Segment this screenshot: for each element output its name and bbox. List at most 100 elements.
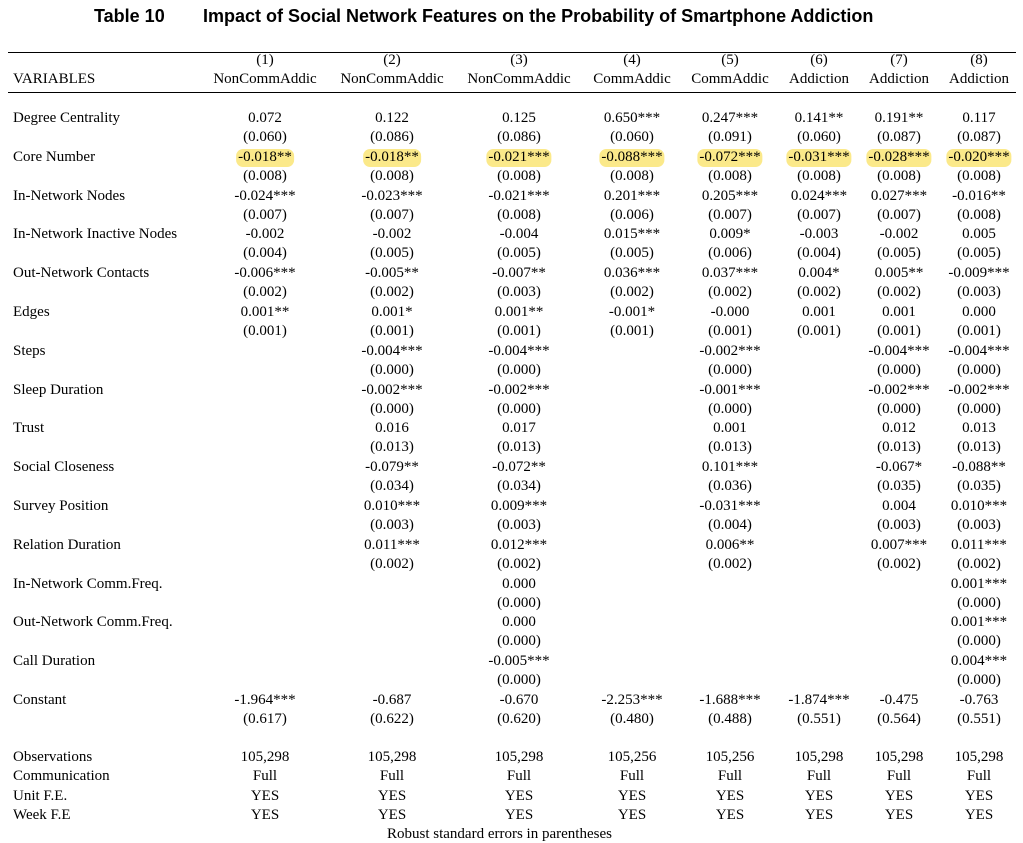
se-cell: (0.008): [497, 207, 541, 223]
coef-cell: 0.011***: [951, 537, 1007, 553]
stat-cell: YES: [250, 807, 280, 823]
coef-cell: -0.079**: [365, 459, 419, 475]
coef-cell: -0.001*: [608, 304, 656, 320]
coef-cell: 0.007***: [870, 537, 928, 553]
se-cell: (0.001): [708, 323, 752, 339]
column-number: (4): [623, 52, 641, 68]
row-label: In-Network Nodes: [13, 188, 126, 204]
se-cell: (0.035): [957, 478, 1001, 494]
se-cell: (0.564): [877, 711, 921, 727]
stat-label: Week F.E: [13, 807, 71, 823]
se-cell: (0.013): [877, 439, 921, 455]
coef-cell: 0.009*: [709, 226, 751, 242]
stat-cell: Full: [619, 768, 645, 784]
coef-cell: 0.001***: [950, 614, 1008, 630]
se-cell: (0.005): [370, 245, 414, 261]
coef-cell: 0.000: [502, 614, 536, 630]
coef-cell: 0.006**: [705, 537, 755, 553]
se-cell: (0.551): [797, 711, 841, 727]
stat-cell: YES: [504, 807, 534, 823]
se-cell: (0.005): [497, 245, 541, 261]
coef-cell: 0.017: [502, 420, 536, 436]
stat-cell: YES: [377, 788, 407, 804]
se-cell: (0.000): [957, 362, 1001, 378]
coef-cell: 0.101***: [701, 459, 759, 475]
column-header: Addiction: [789, 71, 849, 87]
se-cell: (0.005): [957, 245, 1001, 261]
coef-cell: 0.122: [375, 110, 409, 126]
coef-cell: 0.072: [248, 110, 282, 126]
variables-header: VARIABLES: [13, 71, 96, 87]
se-cell: (0.007): [370, 207, 414, 223]
coef-cell: -0.002: [245, 226, 285, 242]
column-header: Addiction: [869, 71, 929, 87]
coef-cell: -0.005***: [488, 653, 550, 669]
coef-cell: 0.005**: [874, 265, 924, 281]
se-cell: (0.617): [243, 711, 287, 727]
coef-cell: 0.010***: [950, 498, 1008, 514]
stat-cell: YES: [715, 807, 745, 823]
stat-cell: 105,256: [705, 749, 755, 765]
se-cell: (0.480): [610, 711, 654, 727]
coef-cell: -0.028***: [866, 149, 932, 167]
se-cell: (0.002): [957, 556, 1001, 572]
row-label: Survey Position: [13, 498, 109, 514]
coef-cell: -0.002: [372, 226, 412, 242]
stat-cell: Full: [252, 768, 278, 784]
coef-cell: -0.002***: [948, 382, 1010, 398]
column-header: NonCommAddic: [467, 71, 571, 87]
stat-cell: Full: [506, 768, 532, 784]
row-label: Relation Duration: [13, 537, 121, 553]
coef-cell: 0.024***: [790, 188, 848, 204]
coef-cell: -0.031***: [786, 149, 852, 167]
se-cell: (0.000): [370, 401, 414, 417]
coef-cell: 0.027***: [870, 188, 928, 204]
se-cell: (0.036): [708, 478, 752, 494]
coef-cell: -0.002: [879, 226, 919, 242]
coef-cell: -0.006***: [234, 265, 296, 281]
coef-cell: 0.201***: [603, 188, 661, 204]
se-cell: (0.086): [497, 129, 541, 145]
stat-cell: 105,298: [367, 749, 417, 765]
coef-cell: -0.021***: [488, 188, 550, 204]
coef-cell: 0.001: [802, 304, 836, 320]
column-header: Addiction: [949, 71, 1009, 87]
column-number: (8): [970, 52, 988, 68]
se-cell: (0.007): [708, 207, 752, 223]
stat-cell: 105,256: [607, 749, 657, 765]
se-cell: (0.003): [497, 284, 541, 300]
coef-cell: -0.018**: [236, 149, 294, 167]
se-cell: (0.000): [877, 362, 921, 378]
coef-cell: 0.001**: [240, 304, 290, 320]
stat-cell: YES: [504, 788, 534, 804]
se-cell: (0.008): [370, 168, 414, 184]
stat-cell: Full: [806, 768, 832, 784]
se-cell: (0.060): [243, 129, 287, 145]
column-number: (2): [383, 52, 401, 68]
coef-cell: 0.036***: [603, 265, 661, 281]
coef-cell: 0.005: [962, 226, 996, 242]
column-number: (1): [256, 52, 274, 68]
se-cell: (0.007): [877, 207, 921, 223]
stat-cell: Full: [717, 768, 743, 784]
row-label: Constant: [13, 692, 67, 708]
stat-cell: 105,298: [794, 749, 844, 765]
se-cell: (0.000): [497, 362, 541, 378]
coef-cell: 0.013: [962, 420, 996, 436]
stat-cell: YES: [804, 807, 834, 823]
se-cell: (0.091): [708, 129, 752, 145]
se-cell: (0.003): [957, 517, 1001, 533]
se-cell: (0.001): [610, 323, 654, 339]
stat-cell: 105,298: [954, 749, 1004, 765]
coef-cell: -0.004***: [948, 343, 1010, 359]
coef-cell: -2.253***: [601, 692, 663, 708]
se-cell: (0.000): [497, 633, 541, 649]
stat-cell: YES: [377, 807, 407, 823]
se-cell: (0.000): [957, 595, 1001, 611]
se-cell: (0.086): [370, 129, 414, 145]
coef-cell: 0.117: [962, 110, 996, 126]
coef-cell: -0.002***: [488, 382, 550, 398]
se-cell: (0.003): [957, 284, 1001, 300]
se-cell: (0.002): [797, 284, 841, 300]
coef-cell: -0.072***: [697, 149, 763, 167]
